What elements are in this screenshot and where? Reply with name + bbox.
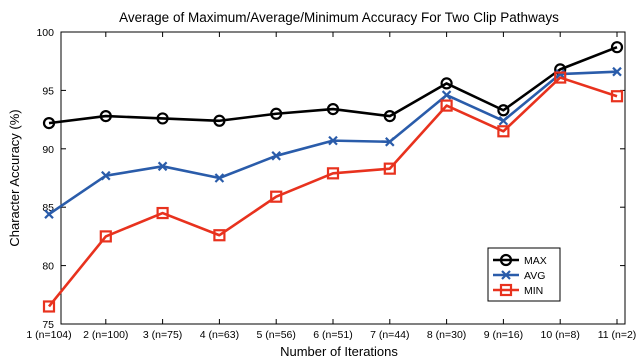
legend-label-max: MAX (524, 255, 547, 267)
y-tick-label: 80 (42, 261, 54, 273)
legend-marker-min (499, 283, 513, 297)
legend: MAX AVG MIN (487, 247, 561, 302)
series-line-avg (48, 70, 618, 216)
data-point-avg (157, 161, 168, 172)
x-tick-label: 3 (n=75) (143, 329, 182, 341)
data-point-min (326, 167, 340, 180)
data-point-min (99, 230, 112, 243)
x-tick-label: 9 (n=16) (484, 329, 523, 341)
data-point-max (99, 109, 112, 123)
data-point-max (42, 117, 56, 130)
series-line-max (48, 45, 618, 125)
y-tick-label: 95 (42, 85, 54, 97)
data-point-avg (271, 151, 281, 161)
series-layer (42, 41, 624, 313)
data-point-avg (44, 209, 54, 219)
y-tick-label: 75 (42, 319, 54, 331)
x-tick-label: 8 (n=30) (427, 329, 466, 341)
series-max (42, 41, 624, 130)
data-point-avg (498, 115, 509, 126)
y-tick-label: 85 (42, 202, 54, 214)
data-point-max (610, 41, 624, 54)
x-tick-label: 7 (n=44) (370, 329, 409, 341)
series-min (42, 71, 624, 313)
legend-item-max: MAX (493, 253, 547, 267)
data-point-max (213, 114, 226, 127)
data-point-avg (214, 173, 225, 183)
x-tick-label: 5 (n=56) (256, 329, 295, 341)
legend-marker-avg (501, 270, 511, 280)
legend-item-avg: AVG (493, 270, 545, 282)
series-line-min (47, 76, 618, 308)
data-point-min (554, 71, 567, 84)
y-axis-label: Character Accuracy (%) (7, 109, 22, 246)
data-point-max (156, 112, 169, 125)
x-tick-label: 1 (n=104) (26, 329, 71, 341)
data-point-avg (328, 135, 338, 146)
data-point-min (383, 162, 396, 175)
x-axis: 1 (n=104) 2 (n=100) 3 (n=75) 4 (n=63) 5 (n=5… (26, 32, 636, 341)
data-point-max (326, 102, 340, 116)
data-point-min (156, 206, 169, 220)
data-point-min (213, 229, 226, 242)
data-point-avg (555, 69, 565, 79)
data-point-max (270, 107, 283, 120)
data-point-min (270, 190, 283, 203)
plot-area (60, 31, 626, 325)
x-tick-label: 11 (n=2) (598, 329, 637, 341)
chart-title: Average of Maximum/Average/Minimum Accur… (119, 10, 559, 25)
x-axis-label: Number of Iterations (280, 344, 398, 359)
legend-label-avg: AVG (524, 270, 545, 282)
legend-item-min: MIN (493, 283, 543, 297)
legend-label-min: MIN (524, 285, 543, 297)
x-tick-label: 2 (n=100) (83, 329, 128, 341)
y-tick-label: 100 (36, 27, 54, 39)
x-tick-label: 4 (n=63) (200, 329, 239, 341)
data-point-min (610, 90, 624, 103)
series-avg (44, 66, 622, 219)
data-point-avg (612, 66, 622, 77)
data-point-min (42, 300, 56, 313)
data-point-max (383, 109, 396, 123)
legend-marker-max (499, 253, 513, 267)
data-point-avg (385, 137, 395, 147)
data-point-avg (441, 90, 452, 100)
y-tick-label: 90 (42, 144, 54, 156)
data-point-min (440, 99, 453, 112)
data-point-avg (101, 170, 111, 181)
x-tick-label: 6 (n=51) (313, 329, 352, 341)
data-point-max (497, 104, 510, 117)
x-tick-label: 10 (n=8) (540, 329, 579, 341)
data-point-max (440, 77, 453, 90)
data-point-min (497, 125, 510, 138)
